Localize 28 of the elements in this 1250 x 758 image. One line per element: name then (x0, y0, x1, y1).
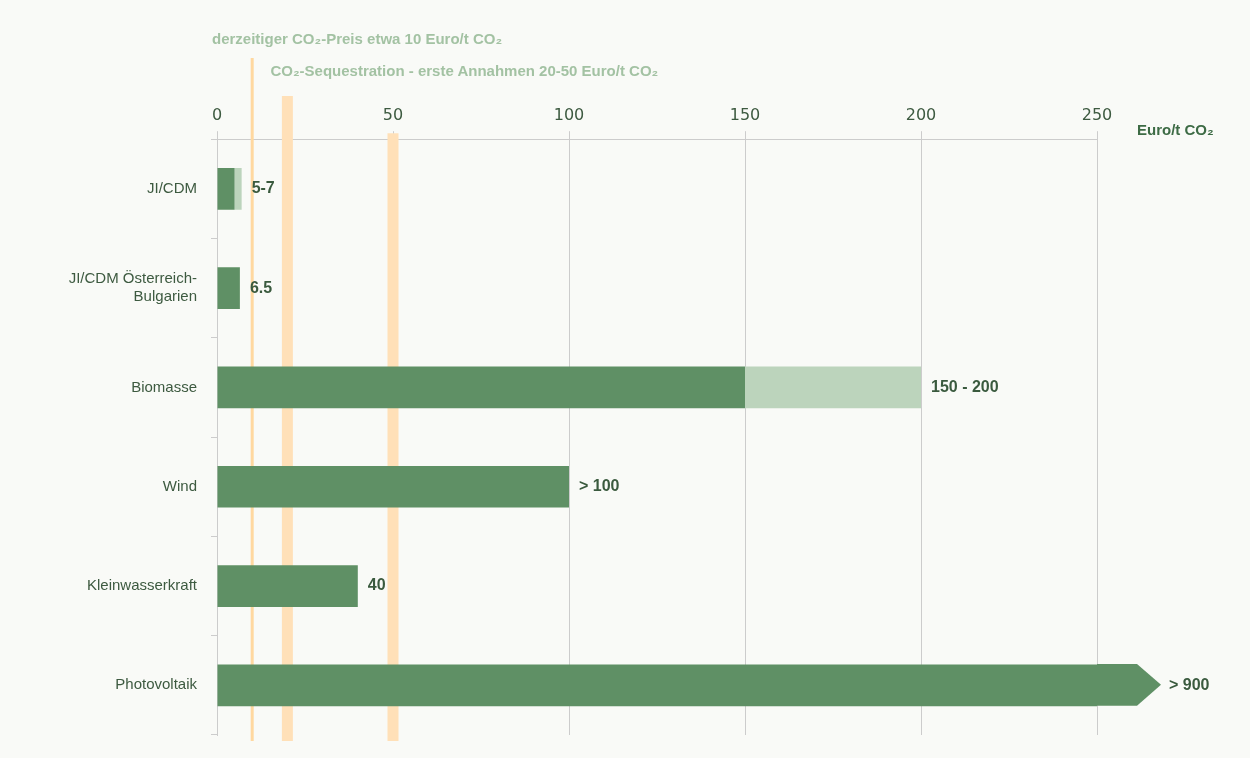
x-tick-label: 100 (553, 104, 585, 124)
y-tick-label: Kleinwasserkraft (86, 576, 198, 594)
bar (234, 168, 242, 210)
data-label: > 100 (579, 477, 620, 495)
data-label: 40 (367, 576, 386, 594)
y-tick-label: Wind (162, 476, 197, 494)
bar (217, 565, 358, 607)
y-tick-label: Photovoltaik (115, 675, 198, 693)
y-tick-label: JI/CDM Österreich-Bulgarien (68, 269, 197, 305)
x-tick-label: 150 (729, 104, 761, 124)
annotation: 150 - 200 (931, 377, 999, 395)
bar (217, 267, 240, 309)
x-tick-label: 50 (382, 104, 404, 124)
y-tick-label: Biomasse (131, 377, 197, 395)
bar (217, 366, 745, 409)
annotation: 5-7 (251, 179, 275, 197)
ref-line-label: CO₂-Sequestration - erste Annahmen 20-50 Euro/t CO₂ (270, 62, 659, 80)
x-tick-label: 200 (905, 104, 937, 124)
bar (217, 168, 235, 210)
data-label: 6.5 (249, 278, 273, 296)
x-axis-title: Euro/t CO₂ (1137, 121, 1214, 139)
x-tick-label: 0 (211, 104, 223, 124)
text: > 900 (1169, 675, 1210, 693)
ref-line-label: derzeitiger CO₂-Preis etwa 10 Euro/t CO₂ (212, 30, 503, 48)
bar (745, 366, 921, 409)
bar (217, 465, 569, 508)
x-tick-label: 250 (1081, 104, 1113, 124)
y-tick-label: JI/CDM (147, 178, 197, 196)
